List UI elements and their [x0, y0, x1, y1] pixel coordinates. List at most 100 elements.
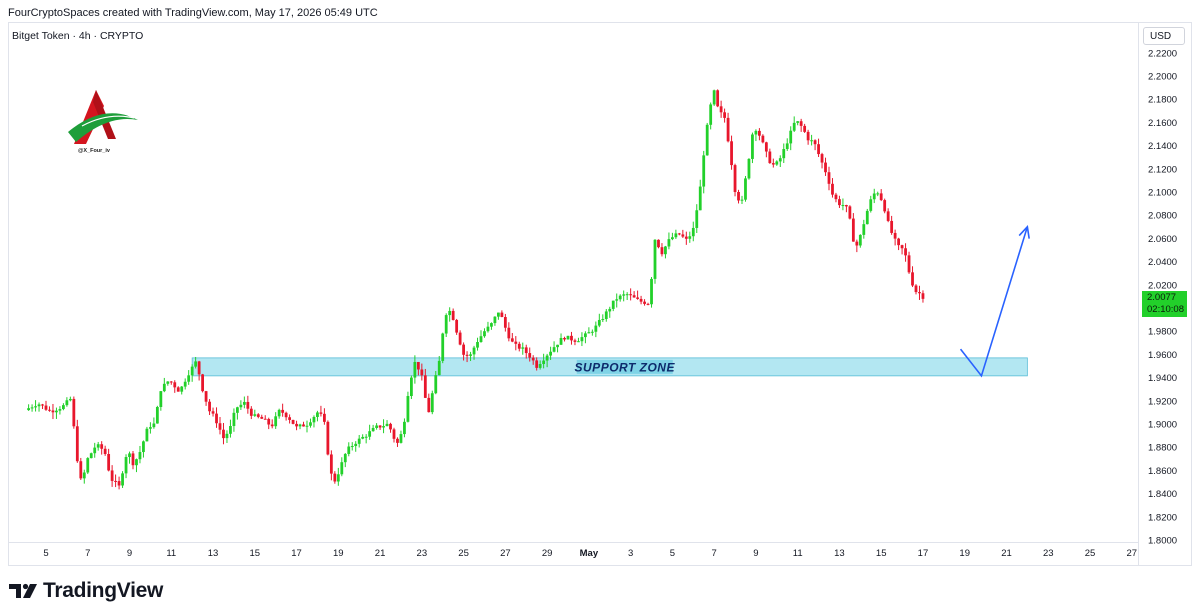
candle-body: [246, 401, 250, 409]
candle-body: [183, 381, 187, 387]
candle-body: [890, 220, 894, 233]
candle-body: [531, 357, 535, 361]
candle-body: [187, 375, 191, 382]
candle-body: [497, 312, 500, 317]
candle-body: [437, 360, 441, 376]
candle-body: [650, 278, 653, 305]
candle-body: [326, 421, 330, 455]
candle-body: [204, 391, 208, 402]
candle-body: [173, 382, 177, 388]
candle-body: [747, 158, 751, 179]
candle-body: [771, 163, 775, 165]
currency-selector[interactable]: USD: [1143, 27, 1185, 45]
candle-body: [86, 458, 90, 473]
y-tick-label: 1.8600: [1148, 466, 1177, 477]
candle-body: [646, 303, 650, 305]
candle-body: [236, 407, 239, 413]
y-tick-label: 1.9800: [1148, 327, 1177, 338]
candle-body: [820, 154, 824, 163]
candle-body: [716, 90, 720, 107]
candle-body: [103, 448, 107, 455]
candle-body: [726, 117, 730, 142]
candle-body: [382, 426, 385, 428]
candle-body: [34, 406, 37, 408]
candle-body: [500, 312, 504, 318]
candle-body: [62, 405, 65, 410]
x-tick-label: 23: [1043, 548, 1054, 559]
candle-body: [841, 205, 845, 207]
candle-body: [423, 375, 427, 398]
candle-body: [413, 361, 417, 378]
candle-body: [357, 438, 361, 444]
candle-body: [448, 310, 452, 316]
x-tick-label: May: [580, 548, 599, 559]
candle-body: [792, 122, 796, 131]
candle-body: [441, 333, 445, 361]
candle-body: [657, 239, 660, 248]
candle-body: [375, 425, 378, 428]
candle-body: [761, 135, 765, 143]
y-tick-label: 1.9200: [1148, 396, 1177, 407]
projection-line: [959, 226, 1029, 378]
candle-body: [577, 341, 580, 343]
candle-body: [897, 238, 900, 246]
candle-body: [597, 319, 601, 326]
candle-body: [590, 331, 594, 333]
candle-body: [486, 326, 490, 332]
tradingview-wordmark: TradingView: [43, 579, 164, 602]
candle-body: [298, 424, 302, 427]
candle-body: [622, 294, 626, 296]
candle-body: [406, 396, 410, 422]
candle-body: [93, 447, 97, 454]
candle-body: [834, 194, 838, 200]
candle-body: [253, 414, 257, 416]
candle-body: [483, 331, 486, 337]
candle-body: [354, 443, 358, 447]
candle-body: [197, 361, 201, 375]
candle-body: [51, 410, 55, 413]
symbol-title[interactable]: Bitget Token · 4h · CRYPTO: [12, 30, 144, 42]
candle-body: [350, 446, 354, 448]
candle-body: [302, 424, 305, 427]
candle-body: [587, 332, 591, 334]
candle-body: [775, 161, 779, 165]
candle-body: [162, 383, 166, 392]
candle-body: [810, 140, 813, 142]
candle-body: [601, 319, 605, 321]
x-tick-label: 25: [458, 548, 469, 559]
candle-body: [712, 90, 716, 105]
candle-body: [469, 354, 472, 356]
x-tick-label: 11: [166, 548, 176, 559]
candle-body: [813, 140, 817, 145]
candle-body: [37, 404, 41, 407]
candle-body: [907, 255, 911, 273]
candle-body: [434, 375, 438, 394]
candle-body: [608, 308, 612, 312]
x-tick-label: 11: [793, 548, 803, 559]
candle-body: [730, 141, 733, 166]
candle-body: [107, 454, 111, 471]
candle-body: [695, 210, 699, 228]
candle-body: [458, 332, 462, 345]
candle-body: [869, 199, 873, 211]
candle-body: [618, 295, 622, 300]
candle-body: [838, 199, 841, 206]
candle-body: [521, 347, 525, 349]
x-tick-label: 25: [1085, 548, 1096, 559]
candle-body: [169, 381, 173, 383]
candle-body: [507, 327, 511, 339]
candle-body: [451, 310, 455, 320]
candle-body: [671, 237, 674, 240]
y-tick-label: 2.2000: [1148, 72, 1177, 83]
candle-body: [629, 294, 633, 296]
candle-body: [643, 301, 646, 304]
candle-body: [399, 434, 403, 443]
candle-body: [416, 361, 420, 370]
y-tick-label: 2.1600: [1148, 118, 1177, 129]
candle-body: [921, 293, 925, 299]
tradingview-branding[interactable]: TradingView: [9, 578, 163, 604]
candle-body: [218, 423, 222, 430]
candle-body: [740, 199, 744, 201]
candle-body: [72, 398, 76, 427]
